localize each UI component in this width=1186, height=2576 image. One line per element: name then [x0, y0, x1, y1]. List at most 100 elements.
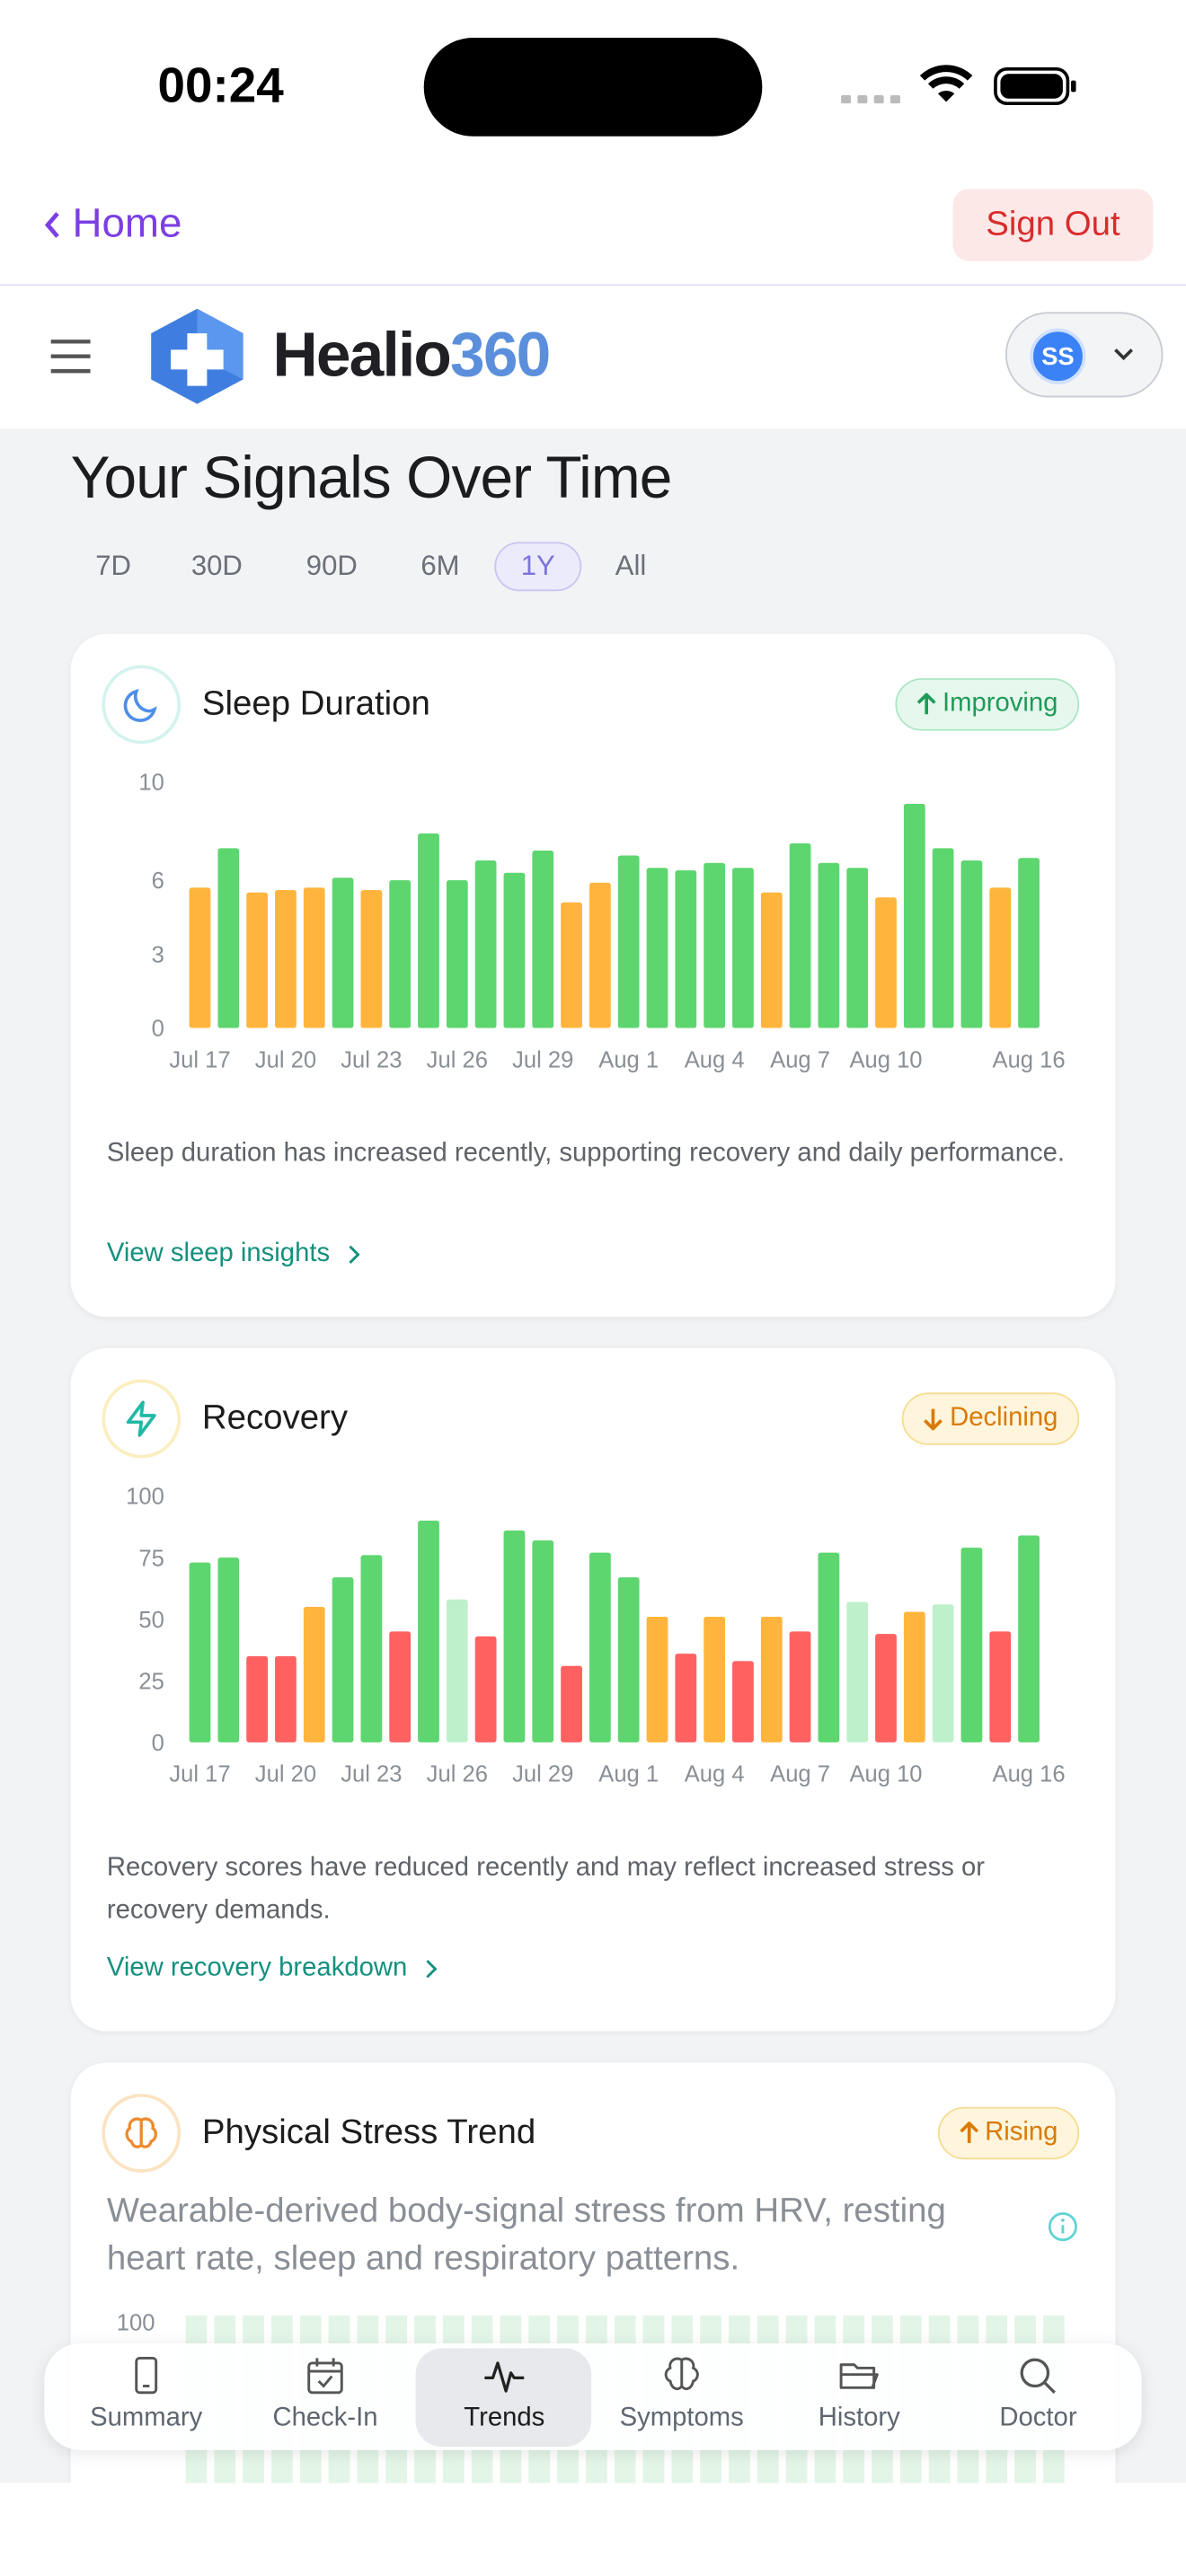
brand-accent: 360 [450, 322, 551, 392]
bar [503, 1530, 526, 1742]
bar [474, 860, 497, 1028]
home-indicator-area [0, 2483, 1186, 2575]
range-tab[interactable]: 7D [95, 550, 132, 582]
x-tick-label: Jul 29 [512, 1047, 573, 1072]
bar [875, 1634, 897, 1742]
card-description: Recovery scores have reduced recently an… [106, 1854, 986, 1925]
x-tick-label: Aug 7 [770, 1047, 830, 1072]
range-tab[interactable]: 90D [305, 550, 358, 582]
x-tick-label: Jul 17 [169, 1762, 230, 1787]
bar [360, 889, 383, 1028]
bar [675, 869, 697, 1028]
back-chevron [44, 211, 59, 237]
x-tick-label: Jul 17 [169, 1047, 230, 1072]
badge-label: Improving [942, 689, 1058, 718]
nav-icon [135, 2356, 158, 2395]
nav-item[interactable]: Trends [416, 2348, 593, 2447]
y-tick-label: 3 [152, 942, 164, 967]
bar [332, 1577, 354, 1742]
bar [589, 1552, 611, 1742]
x-tick-label: Jul 23 [341, 1762, 402, 1787]
x-tick-label: Jul 26 [427, 1047, 488, 1072]
dynamic-island [423, 38, 763, 137]
bar [217, 1557, 240, 1742]
bar [418, 833, 439, 1028]
x-tick-label: Aug 1 [598, 1762, 659, 1787]
y-tick-label: 100 [126, 1485, 164, 1510]
range-tab[interactable]: 1Y [494, 542, 582, 592]
bar [360, 1555, 383, 1742]
bar [960, 860, 983, 1028]
nav-icon [839, 2363, 879, 2389]
trend-badge: Declining [902, 1392, 1080, 1445]
back-button[interactable]: Home [43, 200, 182, 248]
y-tick-label: 100 [116, 2308, 155, 2335]
nav-item[interactable]: Check-In [236, 2348, 413, 2447]
trend-badge: Rising [937, 2106, 1080, 2160]
nav-item[interactable]: Symptoms [593, 2348, 770, 2447]
bar [1018, 858, 1040, 1028]
badge-label: Declining [950, 1404, 1058, 1433]
range-tab[interactable]: All [615, 550, 647, 582]
brand-name: Healio [272, 322, 451, 392]
y-tick-label: 75 [138, 1546, 164, 1571]
bar [446, 1599, 468, 1742]
nav-icon [1020, 2358, 1056, 2394]
x-tick-label: Aug 16 [993, 1762, 1066, 1787]
status-time: 00:24 [157, 58, 284, 114]
bar [846, 868, 869, 1028]
brand: Healio360 [272, 322, 551, 393]
bar [617, 855, 640, 1028]
bar [646, 1616, 668, 1742]
x-tick-label: Aug 10 [849, 1762, 922, 1787]
bar [303, 1606, 325, 1742]
card-icon [102, 2094, 181, 2173]
x-tick-label: Aug 4 [685, 1762, 745, 1787]
bar [875, 897, 897, 1028]
bar [389, 879, 412, 1028]
bar [704, 862, 726, 1028]
nav-label: Symptoms [619, 2404, 744, 2432]
bar [818, 1552, 840, 1742]
x-tick-label: Jul 20 [255, 1047, 316, 1072]
bar [818, 862, 840, 1028]
menu-icon[interactable] [49, 339, 93, 375]
profile-button[interactable]: SS [1005, 312, 1164, 398]
bar [704, 1616, 726, 1742]
bar [903, 803, 925, 1028]
nav-item[interactable]: Summary [58, 2348, 235, 2447]
card-title: Sleep Duration [201, 684, 430, 723]
divider [0, 284, 1186, 287]
bar [189, 887, 211, 1028]
nav-item[interactable]: History [770, 2348, 947, 2447]
card-link[interactable]: View sleep insights [107, 1239, 359, 1269]
nav-item[interactable]: Doctor [950, 2348, 1127, 2447]
nav-label: Check-In [272, 2404, 378, 2432]
bar [846, 1601, 869, 1742]
bar [932, 1604, 954, 1742]
card-icon [102, 1379, 181, 1459]
bar [789, 1631, 811, 1742]
tab-bar [44, 2342, 1142, 2450]
link-label: View sleep insights [106, 1239, 331, 1268]
card-link[interactable]: View recovery breakdown [107, 1954, 438, 1984]
back-label: Home [72, 200, 182, 247]
bar [932, 848, 954, 1028]
x-tick-label: Aug 10 [849, 1047, 922, 1072]
nav-label: Trends [464, 2404, 545, 2432]
bar [217, 848, 240, 1028]
range-tab[interactable]: 6M [420, 550, 460, 582]
sign-out-button[interactable]: Sign Out [952, 189, 1154, 261]
card-description: Wearable-derived body-signal stress from… [106, 2192, 946, 2278]
bar [532, 851, 554, 1028]
info-icon[interactable] [1047, 2210, 1080, 2244]
bar [389, 1631, 412, 1742]
range-tab[interactable]: 30D [190, 550, 243, 582]
x-tick-label: Aug 7 [770, 1762, 830, 1787]
stress-card: Physical Stress Trend Rising Wearable-de… [70, 2062, 1116, 2555]
recovery-card: Recovery Declining 0 25 50 75 100 Jul 17 Jul 2… [70, 1348, 1116, 2032]
nav-icon [307, 2358, 343, 2395]
y-tick-label: 10 [138, 770, 164, 795]
nav-label: Summary [90, 2404, 203, 2432]
bar [446, 879, 468, 1028]
